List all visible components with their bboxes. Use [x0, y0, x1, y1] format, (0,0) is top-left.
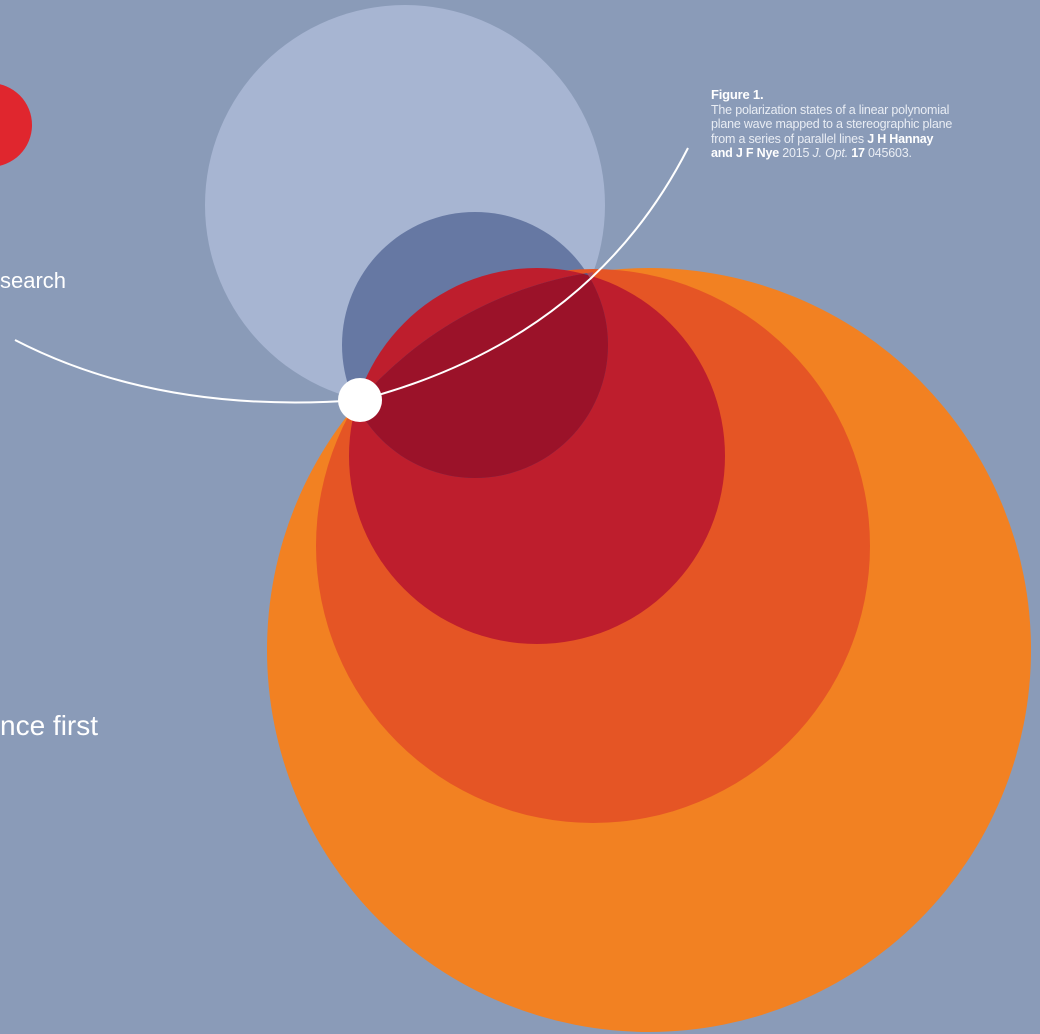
node [338, 378, 382, 422]
year: 2015 [782, 146, 809, 160]
page: search nce first Figure 1. The polarizat… [0, 0, 1040, 1034]
figure-label: Figure 1. [711, 88, 956, 103]
text-fragment: nce first [0, 710, 98, 742]
journal: J. Opt. [813, 146, 848, 160]
text-fragment: search [0, 268, 66, 294]
volume: 17 [851, 146, 865, 160]
figure-caption: Figure 1. The polarization states of a l… [711, 88, 956, 161]
red-dot [0, 83, 32, 167]
article: 045603. [868, 146, 912, 160]
